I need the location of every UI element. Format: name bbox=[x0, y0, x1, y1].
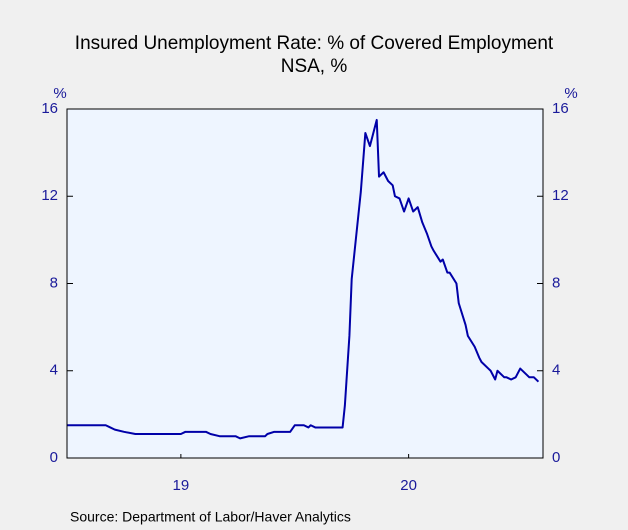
data-line bbox=[67, 118, 540, 440]
chart-title: Insured Unemployment Rate: % of Covered … bbox=[75, 33, 554, 54]
y-tick-label: 0 bbox=[50, 449, 58, 466]
y2-tick-label: 8 bbox=[552, 274, 560, 291]
marks bbox=[67, 118, 540, 440]
y2-tick-label: 0 bbox=[552, 449, 560, 466]
x-tick-label: 20 bbox=[400, 477, 417, 494]
y-tick-label: 12 bbox=[41, 187, 58, 204]
y2-tick-label: 16 bbox=[552, 100, 569, 117]
y-tick-label: 16 bbox=[41, 100, 58, 117]
y2-tick-label: 4 bbox=[552, 362, 560, 379]
y2-tick-label: 12 bbox=[552, 187, 569, 204]
plot-area bbox=[67, 109, 543, 458]
y-tick-label: 4 bbox=[50, 362, 58, 379]
y2-axis-unit: % bbox=[564, 85, 577, 102]
y-axis-unit: % bbox=[53, 85, 66, 102]
source-note: Source: Department of Labor/Haver Analyt… bbox=[70, 509, 351, 525]
x-tick-label: 19 bbox=[173, 477, 190, 494]
chart-subtitle: NSA, % bbox=[281, 56, 348, 77]
y-tick-label: 8 bbox=[50, 274, 58, 291]
